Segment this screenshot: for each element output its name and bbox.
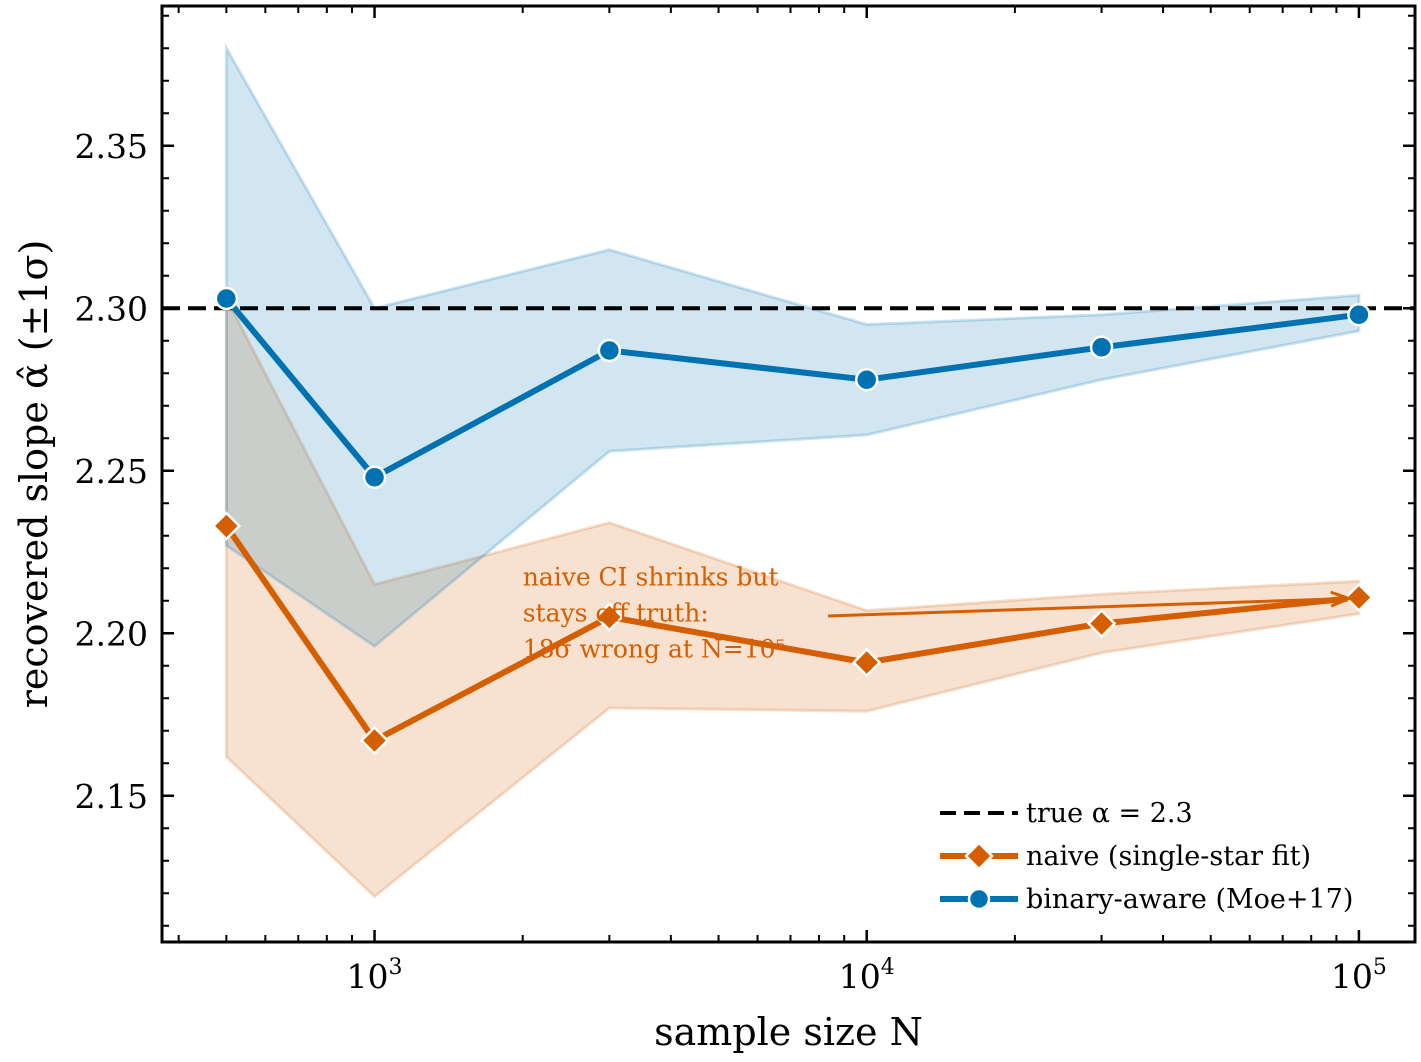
annotation-arrow-shaft [827, 597, 1349, 618]
point-s0-4 [1086, 608, 1117, 639]
point-s0-3 [851, 647, 882, 678]
x-tick-label: 103 [347, 955, 403, 996]
legend-label-1: naive (single-star fit) [1026, 841, 1311, 872]
x-tick-label: 104 [839, 955, 895, 996]
x-axis-label: sample size N [654, 1010, 923, 1054]
y-tick-label: 2.25 [75, 452, 148, 491]
series-lines [223, 296, 1360, 744]
band-0 [224, 297, 1361, 899]
legend-marker-2 [967, 887, 991, 911]
y-tick-label: 2.20 [75, 614, 148, 653]
point-s1-2 [597, 338, 622, 363]
series-line-1 [224, 296, 1360, 481]
annotation: naive CI shrinks but stays off truth: 18σ … [523, 562, 1354, 663]
point-s1-3 [854, 368, 879, 392]
y-tick-label: 2.30 [75, 289, 148, 328]
x-tick-label: 105 [1331, 955, 1387, 996]
annotation-line-1: stays off truth: [523, 598, 709, 627]
point-s0-5 [1344, 582, 1374, 613]
point-s1-5 [1347, 303, 1371, 327]
annotation-line-2: 18σ wrong at N=10⁵ [523, 634, 786, 663]
annotation-arrow-head [1330, 590, 1354, 608]
point-s1-0 [214, 286, 239, 311]
legend-marker-1 [964, 841, 994, 871]
series-line-0 [223, 524, 1360, 744]
point-s0-2 [594, 602, 625, 632]
legend: true α = 2.3 naive (single-star fit) binar… [940, 798, 1353, 915]
point-s0-0 [211, 511, 242, 541]
annotation-line-0: naive CI shrinks but [523, 562, 779, 591]
tick-labels: 103 104 105 2.15 2.20 2.25 2.30 2.35 [75, 127, 1387, 996]
plot-frame [160, 4, 1417, 944]
point-s0-1 [359, 725, 390, 756]
point-s1-1 [362, 465, 387, 489]
y-axis-label: recovered slope α̂ (±1σ) [12, 240, 56, 709]
series-markers [211, 286, 1374, 756]
y-tick-label: 2.15 [75, 777, 148, 816]
band-1 [224, 42, 1361, 649]
confidence-bands [224, 42, 1361, 899]
legend-label-2: binary-aware (Moe+17) [1026, 884, 1353, 915]
y-tick-label: 2.35 [75, 127, 148, 166]
legend-label-0: true α = 2.3 [1026, 798, 1193, 829]
point-s1-4 [1089, 335, 1114, 359]
